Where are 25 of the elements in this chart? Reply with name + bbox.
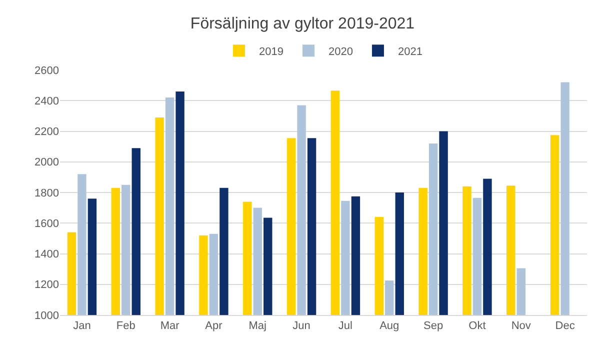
y-tick-label: 1200	[34, 279, 59, 292]
x-tick-label: Dec	[555, 320, 576, 332]
y-tick-label: 2400	[34, 95, 59, 108]
x-tick-label: Mar	[160, 320, 180, 332]
legend-label: 2020	[328, 46, 353, 58]
legend-label: 2021	[398, 46, 422, 58]
x-tick-label: Jan	[73, 320, 91, 332]
y-tick-label: 1600	[34, 218, 59, 230]
y-tick-label: 2200	[34, 126, 59, 138]
legend-label: 2019	[259, 46, 284, 58]
x-tick-label: Apr	[205, 320, 223, 332]
chart-title: Försäljning av gyltor 2019-2021	[190, 15, 415, 32]
x-tick-label: Jul	[338, 320, 352, 332]
x-tick-label: Sep	[424, 320, 444, 332]
y-tick-label: 1800	[34, 187, 59, 200]
y-tick-label: 1000	[34, 310, 59, 322]
x-tick-label: Aug	[380, 320, 400, 332]
y-tick-label: 2600	[34, 64, 59, 77]
x-tick-label: Okt	[468, 320, 486, 332]
x-tick-label: Jun	[292, 320, 310, 332]
y-tick-label: 2000	[34, 156, 59, 169]
y-tick-label: 1400	[34, 248, 59, 261]
x-tick-label: Feb	[116, 320, 136, 332]
x-tick-label: Maj	[248, 320, 266, 332]
x-tick-label: Nov	[511, 320, 532, 332]
